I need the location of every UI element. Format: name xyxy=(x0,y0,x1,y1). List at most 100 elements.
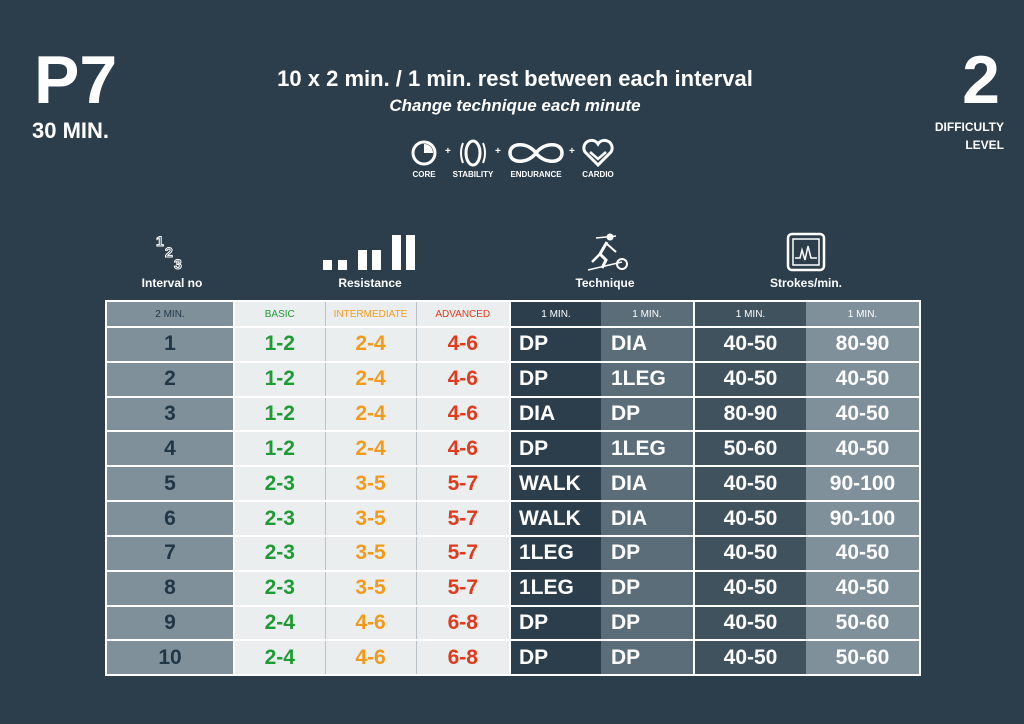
column-strokes-label: Strokes/min. xyxy=(769,276,843,290)
resistance-advanced: 4-6 xyxy=(415,327,510,363)
table-header-row: 2 MIN. BASIC INTERMEDIATE ADVANCED 1 MIN… xyxy=(107,302,919,328)
strokes-minute-2: 90-100 xyxy=(806,501,919,537)
resistance-basic: 2-3 xyxy=(233,570,325,607)
table-row: 2 1-2 2-4 4-6 DP 1LEG 40-50 40-50 xyxy=(107,361,919,398)
benefit-cardio-label: CARDIO xyxy=(582,170,614,179)
benefit-endurance-label: ENDURANCE xyxy=(510,170,562,179)
resistance-basic: 1-2 xyxy=(233,431,325,468)
resistance-bars-icon xyxy=(323,235,415,270)
technique-minute-2: DIA xyxy=(601,466,694,503)
svg-text:3: 3 xyxy=(174,256,182,272)
core-icon xyxy=(411,140,437,166)
resistance-advanced: 5-7 xyxy=(415,535,510,572)
table-row: 10 2-4 4-6 6-8 DP DP 40-50 50-60 xyxy=(107,640,919,674)
technique-minute-1: WALK xyxy=(509,501,601,537)
technique-minute-2: 1LEG xyxy=(601,431,694,468)
header-intermediate: INTERMEDIATE xyxy=(324,302,416,328)
endurance-icon xyxy=(508,143,564,163)
resistance-basic: 2-4 xyxy=(233,605,325,642)
header-interval: 2 MIN. xyxy=(107,302,234,328)
interval-number: 4 xyxy=(107,431,234,468)
difficulty-value: 2 xyxy=(962,42,1000,118)
resistance-intermediate: 2-4 xyxy=(324,396,416,433)
strokes-minute-1: 80-90 xyxy=(693,396,806,433)
strokes-minute-1: 40-50 xyxy=(693,605,806,642)
strokes-minute-1: 50-60 xyxy=(693,431,806,468)
technique-minute-1: 1LEG xyxy=(509,570,601,607)
resistance-intermediate: 2-4 xyxy=(324,431,416,468)
interval-number: 5 xyxy=(107,466,234,503)
table-row: 9 2-4 4-6 6-8 DP DP 40-50 50-60 xyxy=(107,605,919,642)
technique-minute-2: DP xyxy=(601,640,694,674)
header-strokes-1: 1 MIN. xyxy=(693,302,806,328)
resistance-intermediate: 4-6 xyxy=(324,605,416,642)
workout-subtitle: Change technique each minute xyxy=(389,96,641,115)
strokes-minute-2: 90-100 xyxy=(806,466,919,503)
difficulty-label-line1: DIFFICULTY xyxy=(934,120,1004,134)
technique-minute-2: DP xyxy=(601,396,694,433)
resistance-intermediate: 3-5 xyxy=(324,535,416,572)
table-row: 3 1-2 2-4 4-6 DIA DP 80-90 40-50 xyxy=(107,396,919,433)
table-row: 4 1-2 2-4 4-6 DP 1LEG 50-60 40-50 xyxy=(107,431,919,468)
svg-text:2: 2 xyxy=(165,244,173,260)
technique-minute-1: DIA xyxy=(509,396,601,433)
resistance-advanced: 5-7 xyxy=(415,501,510,537)
resistance-intermediate: 2-4 xyxy=(324,361,416,398)
resistance-intermediate: 3-5 xyxy=(324,501,416,537)
column-resistance: Resistance xyxy=(310,232,430,290)
resistance-advanced: 5-7 xyxy=(415,466,510,503)
program-code: P7 xyxy=(34,42,118,118)
technique-minute-2: DP xyxy=(601,535,694,572)
header-strokes-2: 1 MIN. xyxy=(806,302,919,328)
interval-number: 6 xyxy=(107,501,234,537)
benefit-core: CORE xyxy=(405,138,443,179)
table-row: 1 1-2 2-4 4-6 DP DIA 40-50 80-90 xyxy=(107,327,919,363)
strokes-minute-2: 40-50 xyxy=(806,431,919,468)
resistance-advanced: 4-6 xyxy=(415,396,510,433)
difficulty-label-line2: LEVEL xyxy=(965,138,1004,152)
strokes-minute-2: 40-50 xyxy=(806,396,919,433)
column-technique: Technique xyxy=(555,232,655,290)
benefit-stability: STABILITY xyxy=(452,138,494,179)
benefit-stability-label: STABILITY xyxy=(452,170,494,179)
technique-minute-2: DIA xyxy=(601,501,694,537)
strokes-minute-2: 40-50 xyxy=(806,570,919,607)
strokes-minute-1: 40-50 xyxy=(693,361,806,398)
monitor-icon xyxy=(786,232,826,272)
strokes-minute-1: 40-50 xyxy=(693,535,806,572)
technique-minute-1: DP xyxy=(509,605,601,642)
workout-title: 10 x 2 min. / 1 min. rest between each i… xyxy=(277,66,753,91)
interval-number: 9 xyxy=(107,605,234,642)
strokes-minute-2: 80-90 xyxy=(806,327,919,363)
skier-icon xyxy=(587,233,628,271)
column-resistance-label: Resistance xyxy=(338,276,402,290)
strokes-minute-2: 40-50 xyxy=(806,535,919,572)
benefit-core-label: CORE xyxy=(412,170,436,179)
table-row: 7 2-3 3-5 5-7 1LEG DP 40-50 40-50 xyxy=(107,535,919,572)
resistance-advanced: 4-6 xyxy=(415,361,510,398)
resistance-advanced: 4-6 xyxy=(415,431,510,468)
plus-sign: + xyxy=(495,146,501,157)
interval-number: 3 xyxy=(107,396,234,433)
resistance-basic: 2-4 xyxy=(233,640,325,674)
strokes-minute-1: 40-50 xyxy=(693,640,806,674)
column-strokes: Strokes/min. xyxy=(756,232,856,290)
resistance-basic: 1-2 xyxy=(233,396,325,433)
strokes-minute-2: 50-60 xyxy=(806,640,919,674)
technique-minute-1: DP xyxy=(509,327,601,363)
header-advanced: ADVANCED xyxy=(415,302,510,328)
header-technique-1: 1 MIN. xyxy=(509,302,601,328)
table-row: 5 2-3 3-5 5-7 WALK DIA 40-50 90-100 xyxy=(107,466,919,503)
plus-sign: + xyxy=(569,146,575,157)
column-technique-label: Technique xyxy=(575,276,635,290)
table-row: 6 2-3 3-5 5-7 WALK DIA 40-50 90-100 xyxy=(107,501,919,537)
header-basic: BASIC xyxy=(233,302,325,328)
resistance-intermediate: 2-4 xyxy=(324,327,416,363)
resistance-advanced: 6-8 xyxy=(415,640,510,674)
technique-minute-2: DP xyxy=(601,605,694,642)
resistance-basic: 2-3 xyxy=(233,501,325,537)
cardio-icon xyxy=(582,138,614,168)
strokes-minute-1: 40-50 xyxy=(693,501,806,537)
interval-number: 1 xyxy=(107,327,234,363)
resistance-basic: 1-2 xyxy=(233,361,325,398)
